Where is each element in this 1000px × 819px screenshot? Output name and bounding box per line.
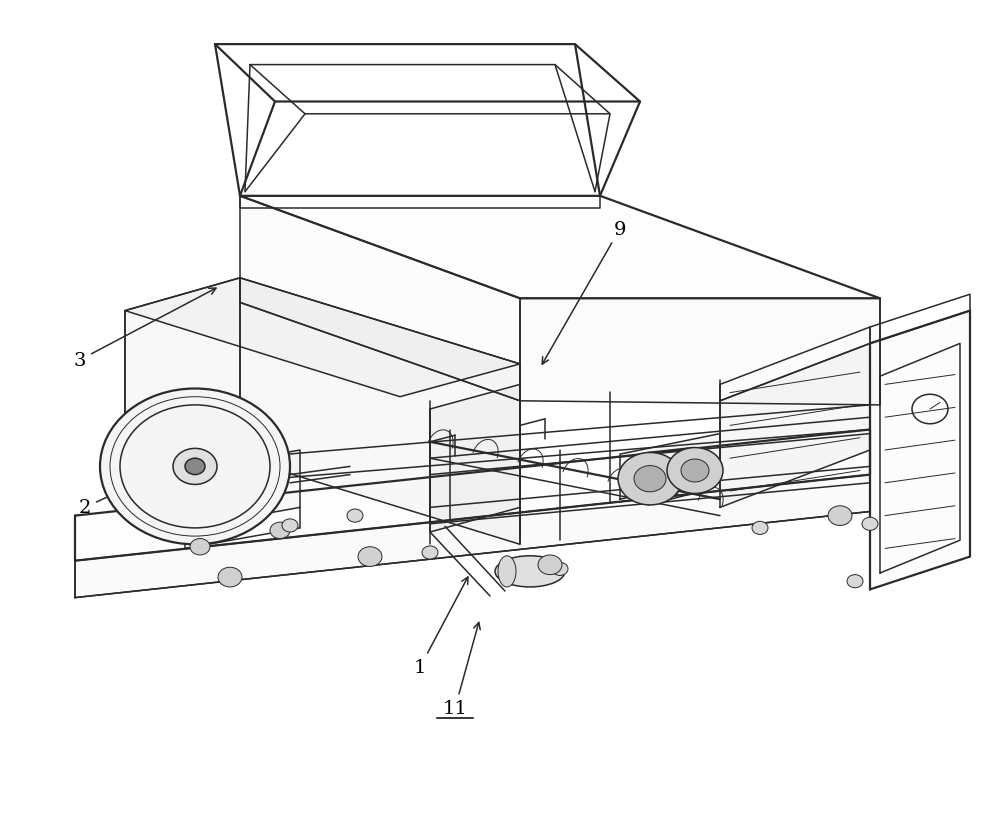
Circle shape — [218, 568, 242, 587]
Text: 3: 3 — [74, 289, 216, 369]
Polygon shape — [520, 299, 880, 405]
Circle shape — [270, 523, 290, 539]
Circle shape — [358, 547, 382, 567]
Circle shape — [552, 563, 568, 576]
Text: 1: 1 — [414, 577, 468, 676]
Circle shape — [618, 453, 682, 505]
Polygon shape — [430, 385, 520, 532]
Circle shape — [538, 555, 562, 575]
Polygon shape — [240, 197, 880, 299]
Polygon shape — [720, 344, 870, 508]
Circle shape — [422, 546, 438, 559]
Circle shape — [832, 511, 848, 524]
Polygon shape — [240, 278, 520, 545]
Text: 11: 11 — [443, 622, 480, 717]
Polygon shape — [185, 450, 300, 528]
Text: 9: 9 — [542, 220, 626, 364]
Polygon shape — [620, 434, 720, 500]
Polygon shape — [75, 430, 870, 561]
Circle shape — [282, 519, 298, 532]
Circle shape — [667, 448, 723, 494]
Circle shape — [634, 466, 666, 492]
Circle shape — [847, 575, 863, 588]
Polygon shape — [125, 278, 520, 397]
Circle shape — [173, 449, 217, 485]
Circle shape — [828, 506, 852, 526]
Circle shape — [100, 389, 290, 545]
Text: 2: 2 — [79, 477, 151, 517]
Circle shape — [347, 509, 363, 523]
Polygon shape — [75, 475, 870, 598]
Polygon shape — [125, 278, 240, 491]
Ellipse shape — [498, 556, 516, 587]
Polygon shape — [870, 311, 970, 590]
Circle shape — [752, 522, 768, 535]
Circle shape — [862, 518, 878, 531]
Circle shape — [190, 539, 210, 555]
Circle shape — [681, 459, 709, 482]
Ellipse shape — [495, 556, 565, 587]
Polygon shape — [240, 197, 520, 401]
Circle shape — [185, 459, 205, 475]
